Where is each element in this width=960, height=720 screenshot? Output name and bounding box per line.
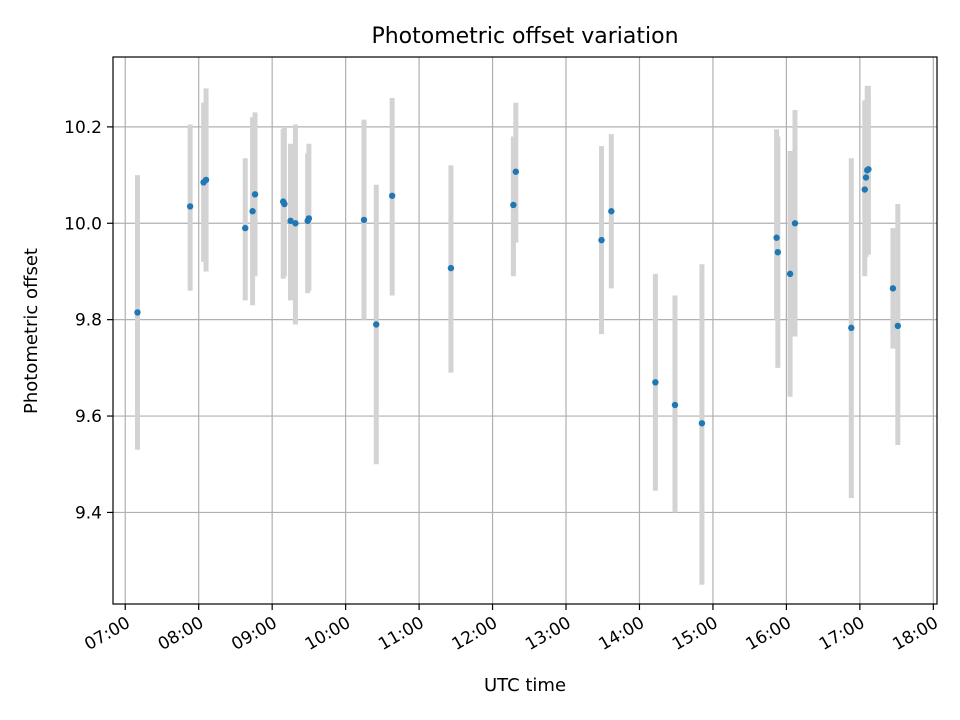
x-tick-label: 10:00 [302,613,354,655]
chart-title: Photometric offset variation [371,24,678,49]
x-axis-label: UTC time [484,675,566,696]
data-point [861,186,868,193]
data-point [848,324,855,332]
plot-frame [112,56,938,605]
data-point [251,191,259,198]
data-point [598,236,605,244]
y-tick-label: 9.6 [75,407,102,427]
data-point [305,215,313,222]
data-point [652,379,659,386]
data-point [510,201,517,209]
data-point [698,420,706,427]
error-bars [134,85,901,585]
y-tick-label: 9.4 [75,503,102,523]
x-tick-label: 09:00 [228,613,280,655]
data-point [447,264,455,272]
y-axis-label: Photometric offset [21,248,42,414]
x-tick-label: 17:00 [816,613,868,655]
x-tick-label: 13:00 [522,613,574,655]
data-point [242,224,249,232]
data-points [134,166,902,427]
data-point [608,208,615,215]
axis-ticks: 07:00 08:00 09:00 10:00 11:00 12:00 13:00 14:00… [64,118,942,655]
x-tick-label: 07:00 [81,613,133,655]
grid-lines [113,57,937,604]
x-tick-label: 14:00 [596,613,648,655]
x-tick-label: 12:00 [449,613,501,655]
data-point [862,174,870,181]
data-point [373,321,380,328]
data-point [287,217,294,225]
y-tick-label: 10.0 [64,214,102,234]
data-point [186,203,194,210]
x-tick-label: 15:00 [669,613,721,655]
data-point [134,309,141,316]
data-point [671,401,679,409]
data-point [773,234,780,241]
data-point [512,168,520,175]
data-point [889,285,897,292]
data-point [281,200,288,208]
data-point [894,322,902,330]
y-tick-label: 9.8 [75,311,102,331]
data-point [774,248,782,256]
data-point [360,216,368,224]
x-tick-label: 18:00 [889,613,941,655]
x-tick-label: 11:00 [375,613,427,655]
data-point [249,208,256,215]
data-point [791,220,799,227]
data-point [292,220,299,227]
y-tick-label: 10.2 [64,118,102,138]
x-tick-label: 08:00 [155,613,207,655]
data-point [786,270,794,278]
data-point [865,166,872,173]
data-point [388,192,396,199]
x-tick-label: 16:00 [742,613,794,655]
data-point [202,176,210,184]
